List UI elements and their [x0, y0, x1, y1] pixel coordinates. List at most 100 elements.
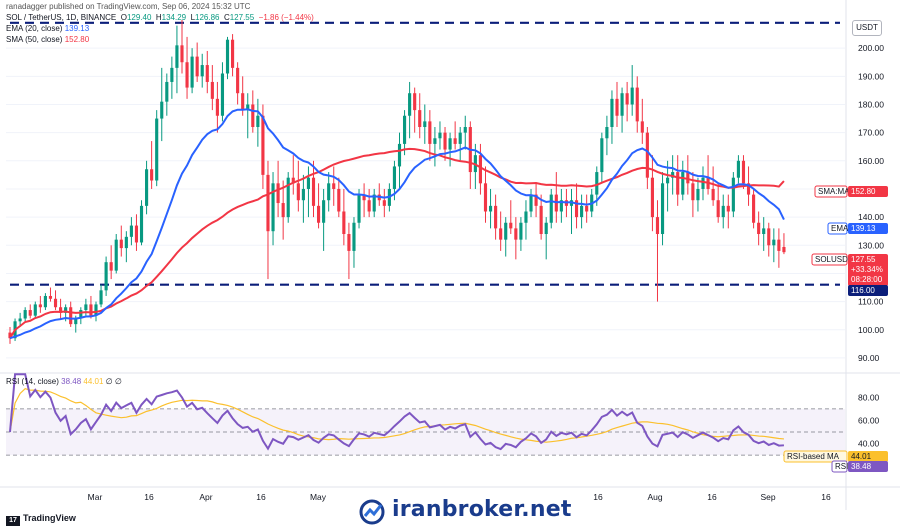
candle-body [215, 98, 219, 116]
candle-body [494, 205, 498, 229]
candle-body [595, 172, 599, 195]
tradingview-logo-icon: 17 [6, 516, 20, 526]
candle-body [236, 67, 240, 94]
tradingview-brand[interactable]: 17 TradingView [6, 513, 76, 526]
candle-body [175, 45, 179, 68]
time-tick-label: 16 [707, 492, 717, 502]
rsi-legend[interactable]: RSI (14, close) 38.48 44.01 ∅ ∅ [6, 377, 122, 386]
candle-body [483, 183, 488, 212]
price-tick-label: 100.00 [858, 325, 884, 335]
candle-body [610, 98, 614, 128]
candle-body [155, 118, 159, 181]
candle-body [210, 81, 214, 99]
symbol-tag-label: SOLUSDT [815, 255, 853, 264]
candle-body [306, 177, 311, 189]
candle-body [114, 239, 118, 271]
sma-50-line [9, 147, 785, 339]
rsi-ma-tag-label-bg [783, 450, 848, 463]
candle-body [681, 172, 685, 195]
candle-body [448, 138, 452, 150]
rsi-ma-tag-value-bg [848, 451, 888, 462]
candle-body [408, 93, 412, 116]
candle-body [301, 188, 305, 201]
candle-body [777, 239, 781, 251]
ohlc-low: 126.86 [195, 13, 220, 22]
rsi-tick-label: 40.00 [858, 439, 880, 449]
candle-body [195, 56, 199, 77]
candle-body [23, 310, 27, 319]
candle-body [342, 211, 346, 235]
sma-tag-label: SMA:MA [818, 187, 850, 196]
candle-body [134, 225, 139, 243]
time-tick-label: 16 [821, 492, 831, 502]
candle-body [741, 160, 746, 184]
watermark-text: iranbroker.net [392, 497, 572, 522]
candle-body [170, 67, 174, 82]
currency-button[interactable]: USDT [852, 20, 882, 36]
price-tick-label: 200.00 [858, 43, 884, 53]
candle-body [458, 132, 462, 144]
candle-body [316, 205, 321, 223]
candle-body [630, 87, 634, 105]
ema-tag-value: 139.13 [851, 224, 876, 233]
rsi-tick-label: 80.00 [858, 392, 880, 402]
candle-body [539, 205, 543, 235]
candle-body [514, 228, 518, 240]
ema-legend[interactable]: EMA (20, close) 139.13 [6, 24, 90, 33]
sma-tag-value: 152.80 [851, 187, 876, 196]
candle-body [281, 203, 285, 218]
ohlc-change: −1.86 (−1.44%) [258, 13, 314, 22]
candle-body [772, 239, 776, 246]
candles [8, 20, 786, 344]
candle-body [124, 236, 128, 249]
candle-body [185, 62, 189, 88]
candle-body [605, 127, 609, 139]
candle-body [397, 143, 402, 167]
candle-body [200, 65, 204, 77]
candle-body [721, 205, 725, 218]
candle-body [559, 200, 563, 212]
candle-body [286, 177, 290, 218]
candle-body [256, 115, 260, 128]
candle-body [701, 177, 705, 189]
candle-body [696, 188, 700, 201]
price-tags: SMA:MA 152.80 EMA 139.13 SOLUSDT127.55+33.34… [783, 185, 888, 473]
candle-body [165, 81, 169, 102]
price-tick-label: 170.00 [858, 128, 884, 138]
candle-body [59, 307, 63, 313]
sma-legend[interactable]: SMA (50, close) 152.80 [6, 35, 90, 44]
candle-body [402, 115, 407, 144]
candle-body [580, 205, 584, 218]
published-line: ranadagger published on TradingView.com,… [6, 2, 251, 11]
candle-body [443, 132, 447, 150]
candle-body [69, 307, 73, 325]
candle-body [160, 101, 164, 119]
sma-tag-label-bg [814, 185, 848, 198]
time-tick-label: 16 [593, 492, 603, 502]
candle-body [488, 205, 493, 212]
candle-body [251, 104, 255, 128]
price-tick-label: 110.00 [858, 297, 884, 307]
candle-body [119, 239, 123, 249]
candle-body [79, 310, 83, 319]
candle-body [18, 318, 22, 322]
candle-body [438, 132, 442, 139]
candle-body [266, 174, 270, 232]
rsi-ma-tag-value: 44.01 [851, 452, 872, 461]
candle-body [231, 39, 235, 68]
time-tick-label: 16 [144, 492, 154, 502]
price-tick-label: 140.00 [858, 212, 884, 222]
time-axis: Mar 16 Apr 16 May 16 Aug 16 Sep 16 [88, 492, 831, 502]
candle-body [89, 304, 93, 316]
candle-body [423, 121, 427, 128]
rsi-ma-line [9, 387, 784, 443]
ema-20-line [9, 108, 785, 340]
time-tick-label: Mar [88, 492, 103, 502]
candle-body [205, 65, 209, 82]
candle-body [322, 200, 326, 223]
candle-body [736, 160, 740, 178]
moving-average-lines [9, 108, 785, 340]
candle-body [372, 194, 376, 212]
candle-body [8, 332, 12, 339]
